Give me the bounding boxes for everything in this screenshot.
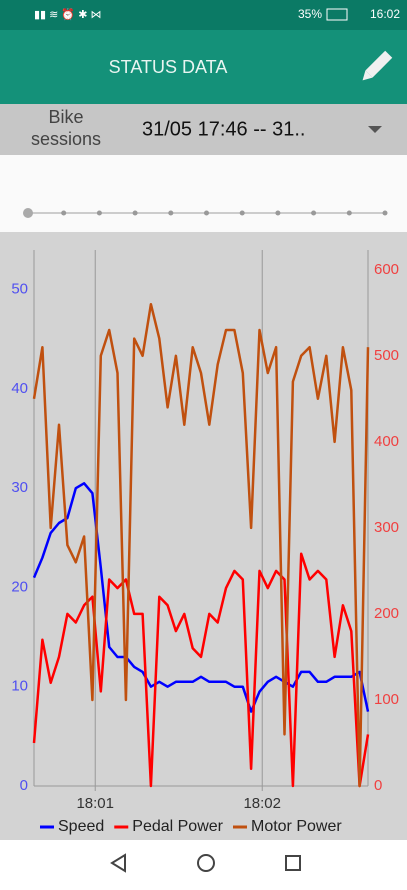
slider-dot: [311, 210, 317, 216]
y-tick-label: 40: [11, 380, 28, 397]
slider-dot: [239, 210, 245, 216]
slider-dot: [61, 210, 67, 216]
app-title: STATUS DATA: [109, 57, 228, 77]
session-label: Bike sessions: [31, 107, 101, 149]
legend-label: Motor Power: [251, 818, 342, 835]
nav-bar: [0, 840, 407, 885]
y2-tick-label: 0: [374, 777, 382, 794]
slider-dot: [96, 210, 102, 216]
battery-text: 35%: [298, 7, 322, 21]
slider-dots[interactable]: [23, 208, 388, 218]
session-select[interactable]: 31/05 17:46 -- 31..: [142, 118, 305, 140]
y2-tick-label: 300: [374, 519, 399, 536]
status-bar: [0, 0, 407, 30]
battery-icon: [326, 8, 348, 21]
session-bar: [0, 104, 407, 155]
series-line: [32, 552, 370, 788]
chart-area: [0, 232, 407, 840]
slider-dot: [275, 210, 281, 216]
x-tick-label: 18:01: [76, 795, 114, 812]
y2-tick-label: 500: [374, 347, 399, 364]
y2-tick-label: 200: [374, 605, 399, 622]
legend-label: Speed: [58, 818, 104, 835]
y2-tick-label: 100: [374, 691, 399, 708]
slider-dot: [204, 210, 209, 216]
x-tick-label: 18:02: [243, 795, 281, 812]
dropdown-arrow[interactable]: [368, 126, 382, 133]
legend-label: Pedal Power: [132, 818, 223, 835]
slider-area: [0, 155, 407, 232]
series-line: [32, 482, 370, 713]
slider-dot: [382, 210, 388, 216]
y2-tick-label: 400: [374, 433, 399, 450]
edit-button[interactable]: [359, 50, 393, 84]
slider-dot: [168, 210, 174, 216]
clock: 16:02: [370, 7, 400, 21]
nav-home[interactable]: [197, 854, 215, 872]
chart: 18:01 18:02010203040500100200300400500600…: [11, 250, 399, 835]
nav-recent[interactable]: [285, 855, 301, 871]
status-icons: ▮▮ ≋ ⏰ ✱ ⋈: [34, 7, 101, 21]
nav-back[interactable]: [110, 853, 126, 873]
app-bar: [0, 30, 407, 104]
slider-dot: [132, 210, 138, 216]
series-line: [32, 302, 370, 788]
y-tick-label: 0: [20, 777, 28, 794]
slider-dot: [346, 210, 352, 216]
y-tick-label: 10: [11, 678, 28, 695]
slider-dot: [23, 208, 33, 218]
y-tick-label: 30: [11, 479, 28, 496]
y-tick-label: 50: [11, 281, 28, 298]
y2-tick-label: 600: [374, 261, 399, 278]
y-tick-label: 20: [11, 578, 28, 595]
